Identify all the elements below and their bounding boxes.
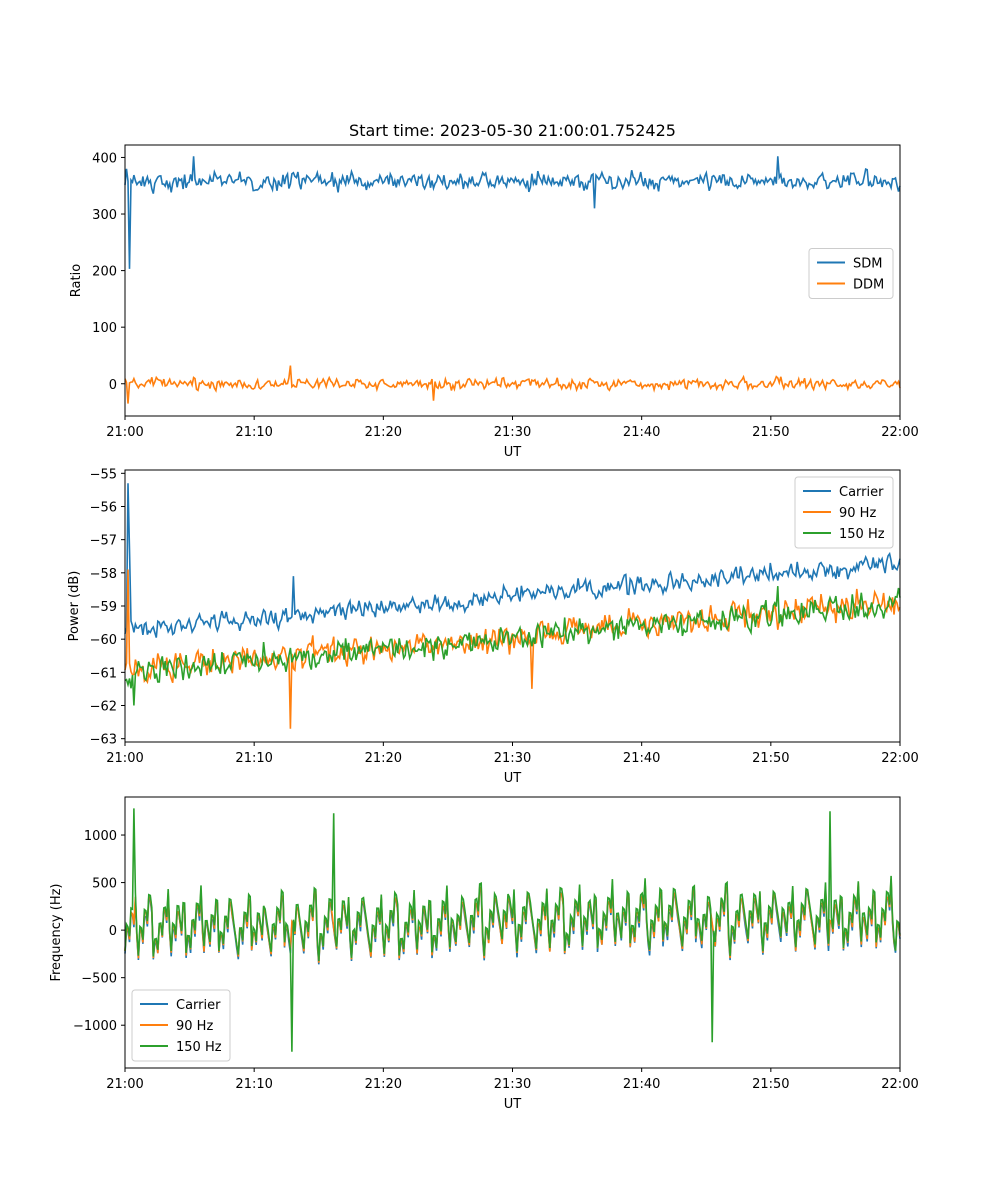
y-tick-label: 500 (92, 877, 117, 892)
y-tick-label: −63 (90, 733, 117, 748)
legend-entry: SDM (853, 257, 882, 272)
legend-entry: 90 Hz (176, 1019, 213, 1034)
x-tick-label: 21:20 (365, 1077, 402, 1092)
y-tick-label: −57 (90, 534, 117, 549)
y-tick-label: −56 (90, 500, 117, 515)
series-line-90-hz (124, 569, 901, 729)
x-tick-label: 21:10 (235, 1077, 272, 1092)
y-axis-label: Ratio (69, 264, 84, 297)
legend-entry: Carrier (176, 998, 221, 1013)
x-tick-label: 21:30 (494, 425, 531, 440)
x-tick-label: 22:00 (881, 751, 918, 766)
x-tick-label: 21:40 (623, 1077, 660, 1092)
legend-entry: 150 Hz (839, 527, 885, 542)
x-tick-label: 21:30 (494, 1077, 531, 1092)
y-axis-label: Frequency (Hz) (49, 883, 64, 981)
y-tick-label: −62 (90, 700, 117, 715)
y-tick-label: 0 (109, 924, 117, 939)
y-tick-label: 100 (92, 321, 117, 336)
legend-box (808, 248, 894, 299)
x-tick-label: 21:50 (752, 425, 789, 440)
series-line-ddm (124, 365, 901, 404)
x-tick-label: 21:20 (365, 425, 402, 440)
y-tick-label: −1000 (73, 1019, 117, 1034)
x-tick-label: 21:50 (752, 751, 789, 766)
x-axis-label: UT (504, 1097, 522, 1112)
series-line-150-hz (124, 586, 901, 706)
plot-frame (124, 144, 901, 417)
series-line-carrier (124, 882, 901, 965)
legend: Carrier 90 Hz 150 Hz (131, 989, 231, 1062)
legend-entry: DDM (853, 278, 884, 293)
legend: Carrier 90 Hz 150 Hz (794, 476, 894, 549)
y-tick-label: 0 (109, 378, 117, 393)
x-tick-label: 21:00 (106, 425, 143, 440)
y-tick-label: 1000 (84, 829, 117, 844)
y-tick-label: 400 (92, 151, 117, 166)
y-tick-label: −58 (90, 567, 117, 582)
chart-panel-1: 21:00 21:10 21:20 21:30 21:40 21:50 22:00 0 100 2… (69, 121, 919, 460)
x-axis-label: UT (504, 771, 522, 786)
series-line-carrier (124, 483, 901, 638)
x-tick-label: 21:50 (752, 1077, 789, 1092)
y-tick-label: −60 (90, 633, 117, 648)
x-axis-label: UT (504, 445, 522, 460)
plot-frame (124, 469, 901, 743)
series-line-sdm (124, 156, 901, 269)
chart-title: Start time: 2023-05-30 21:00:01.752425 (349, 121, 676, 140)
x-tick-label: 22:00 (881, 1077, 918, 1092)
x-tick-label: 21:40 (623, 751, 660, 766)
y-axis-label: Power (dB) (67, 571, 82, 642)
x-tick-label: 21:40 (623, 425, 660, 440)
x-tick-label: 21:10 (235, 751, 272, 766)
chart-panel-2: 21:00 21:10 21:20 21:30 21:40 21:50 22:00 −63 −6… (67, 467, 919, 786)
chart-panel-3: 21:00 21:10 21:20 21:30 21:40 21:50 22:00 −1000… (49, 796, 919, 1112)
y-tick-label: −59 (90, 600, 117, 615)
legend-entry: 150 Hz (176, 1040, 222, 1055)
x-tick-label: 21:20 (365, 751, 402, 766)
x-tick-label: 21:00 (106, 1077, 143, 1092)
series-line-150-hz (124, 808, 901, 1052)
legend: SDM DDM (808, 248, 894, 299)
legend-entry: Carrier (839, 485, 884, 500)
x-tick-label: 21:00 (106, 751, 143, 766)
y-tick-label: −61 (90, 666, 117, 681)
x-tick-label: 22:00 (881, 425, 918, 440)
y-tick-label: −500 (81, 972, 117, 987)
y-tick-label: 200 (92, 265, 117, 280)
legend-box (131, 989, 231, 1062)
y-tick-label: 300 (92, 208, 117, 223)
x-tick-label: 21:30 (494, 751, 531, 766)
x-tick-label: 21:10 (235, 425, 272, 440)
y-tick-label: −55 (90, 467, 117, 482)
legend-entry: 90 Hz (839, 506, 876, 521)
legend-box (794, 476, 894, 549)
